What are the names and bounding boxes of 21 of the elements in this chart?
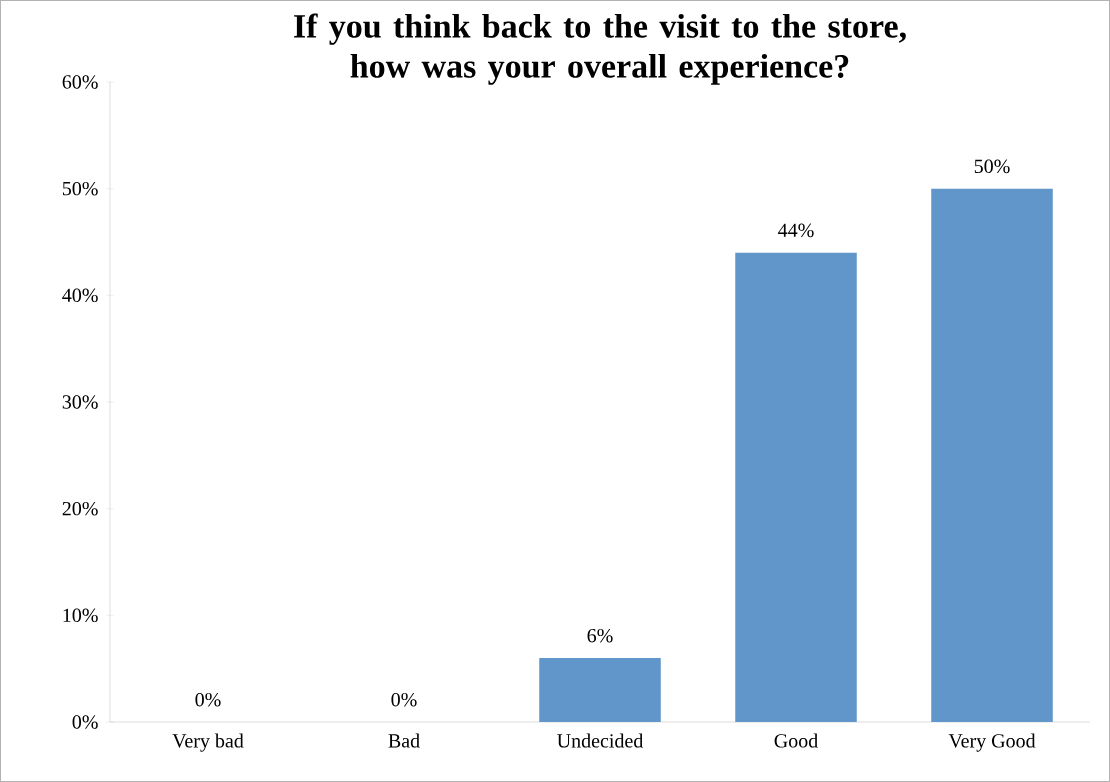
y-tick-label: 30% (62, 395, 98, 409)
bar (931, 188, 1053, 722)
y-tick-label: 0% (72, 715, 98, 729)
x-tick-label: Very Good (948, 733, 1036, 752)
x-tick-label: Undecided (557, 733, 644, 748)
x-tick-label: Bad (388, 733, 420, 748)
data-label: 44% (778, 223, 814, 238)
x-tick-label: Good (774, 733, 818, 748)
bar (735, 252, 857, 722)
chart-title: If you think back to the visit to the store, how was your overall experience? (294, 13, 906, 85)
y-tick-label: 60% (62, 75, 98, 89)
y-tick-label: 20% (62, 501, 98, 516)
y-tick-label: 10% (63, 608, 98, 623)
data-label: 6% (587, 628, 613, 643)
data-label: 0% (195, 692, 221, 707)
bar (539, 658, 661, 722)
y-tick-label: 50% (62, 181, 98, 196)
data-label: 0% (391, 692, 417, 707)
data-label: 50% (974, 159, 1010, 174)
x-tick-label: Very bad (172, 733, 244, 752)
y-tick-label: 40% (62, 288, 98, 303)
